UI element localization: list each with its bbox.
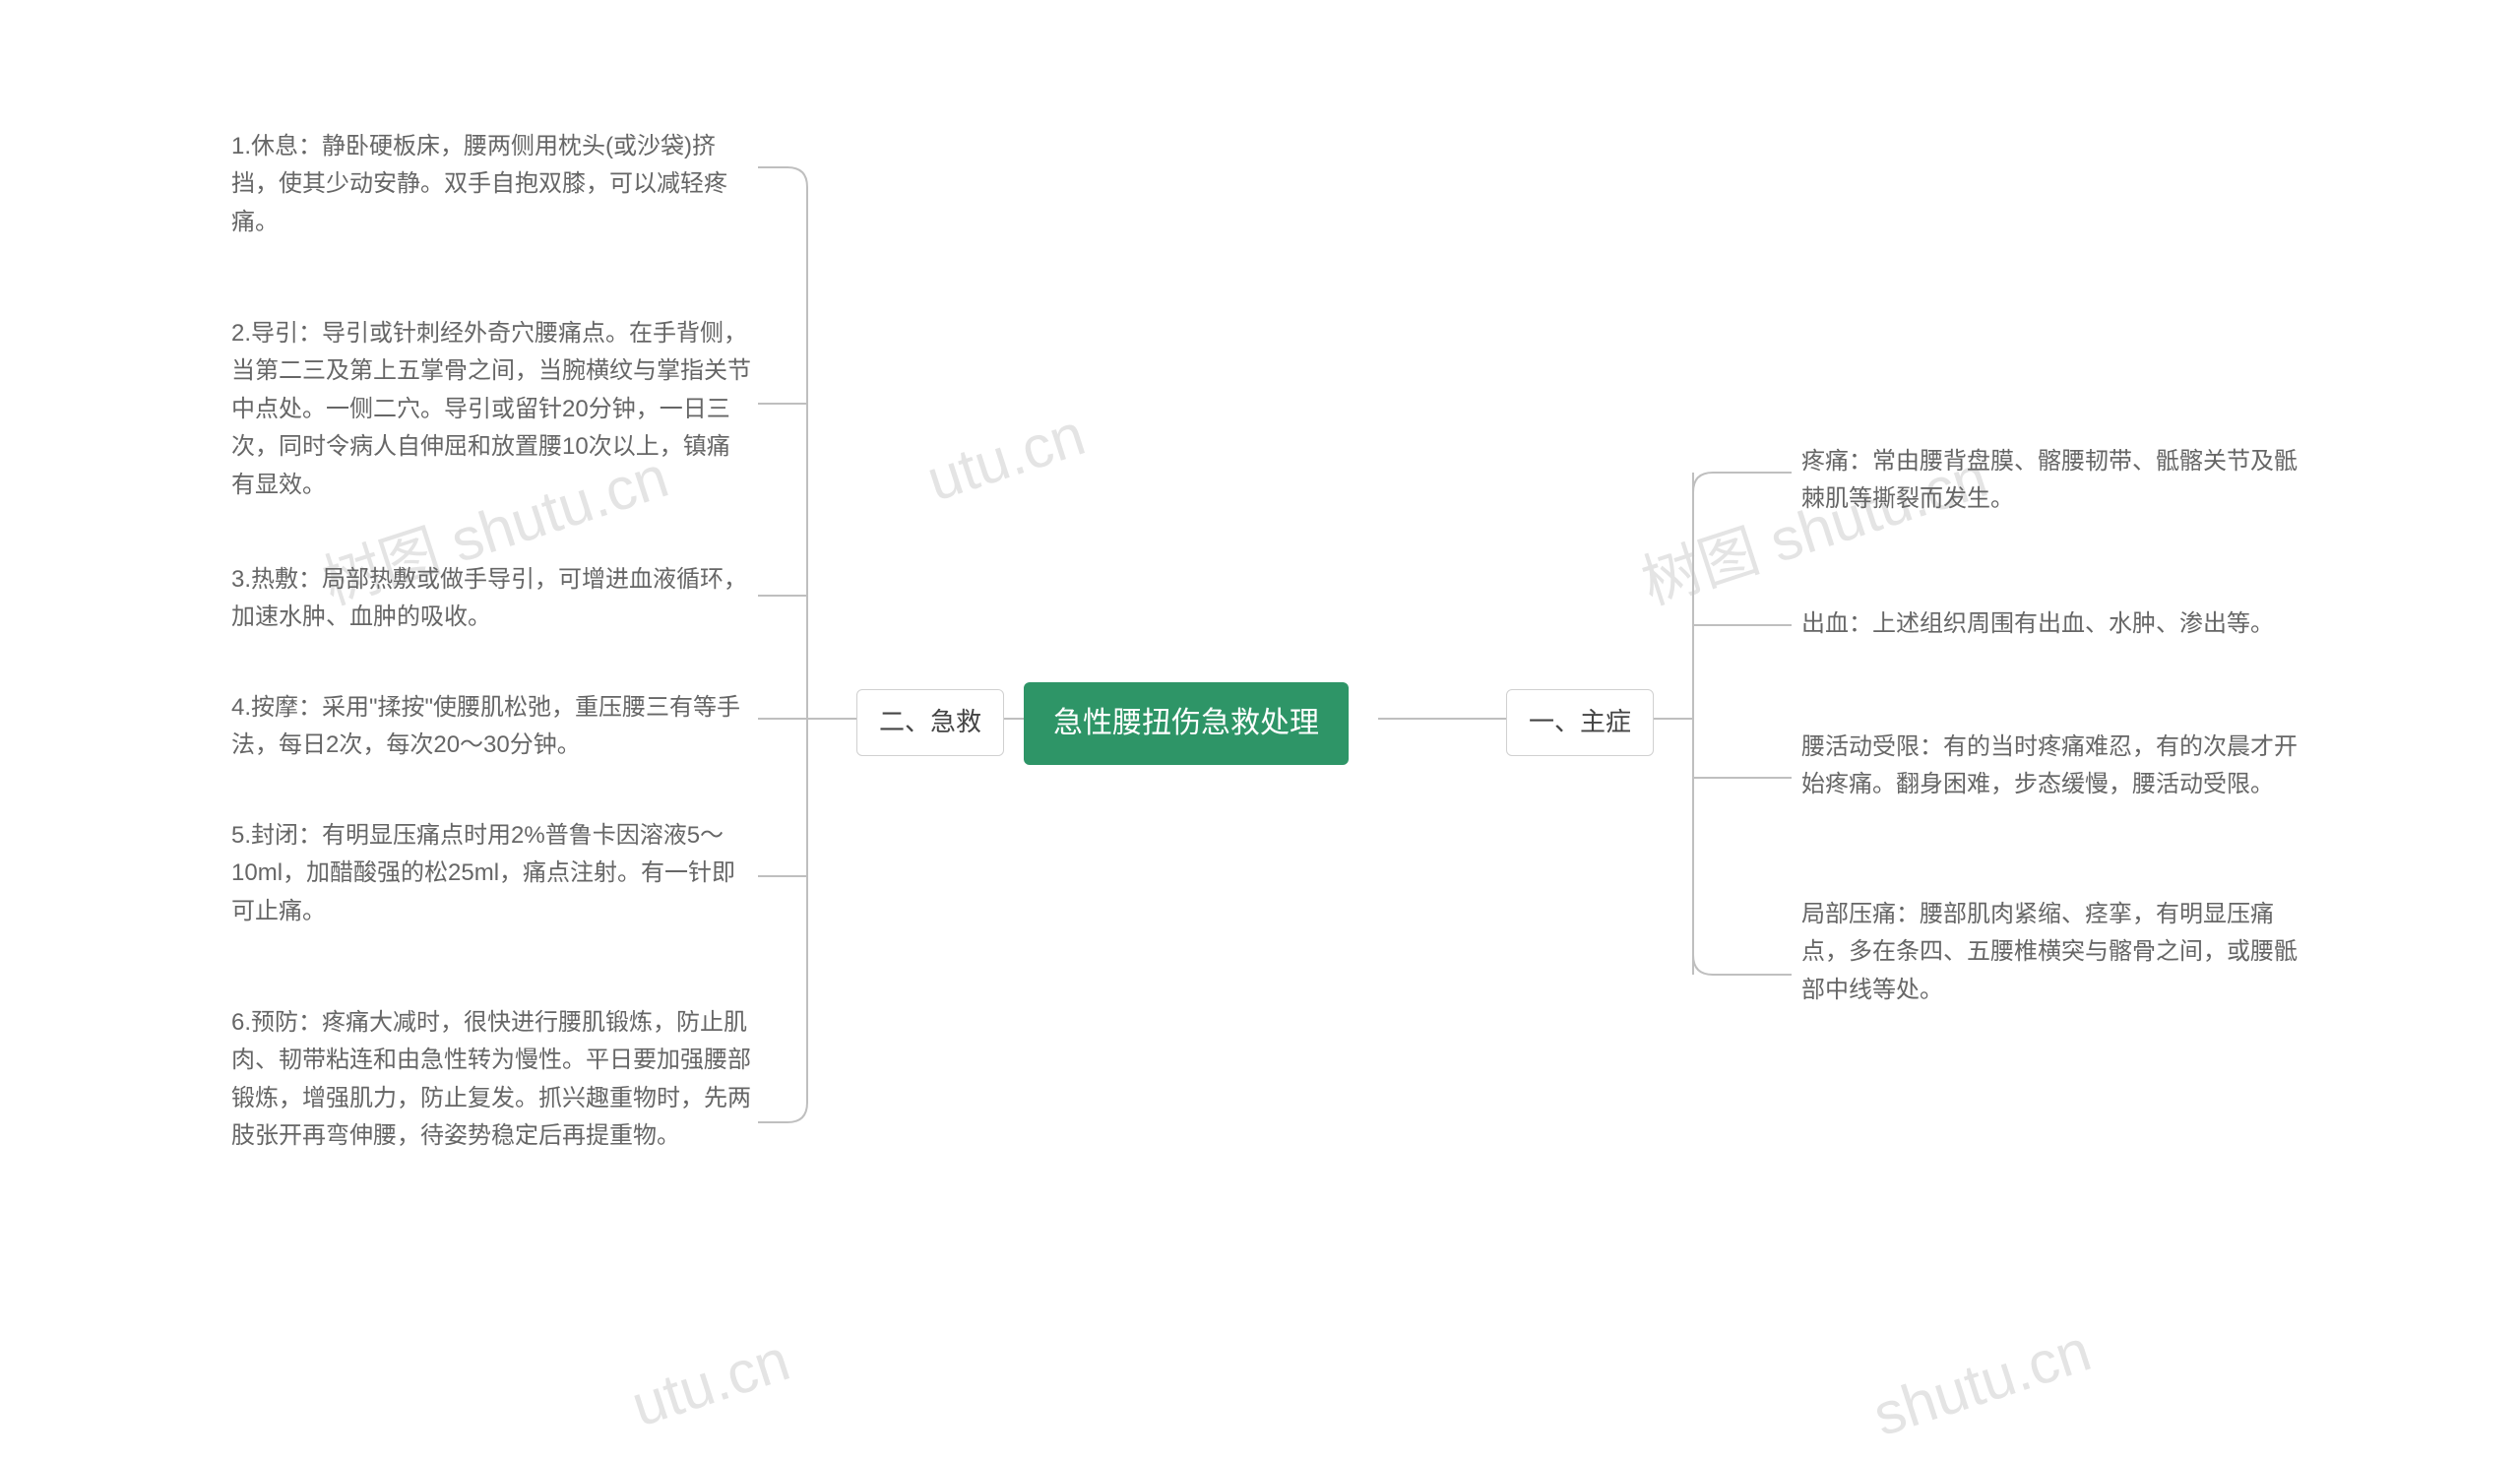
leaf-aid-2: 2.导引：导引或针刺经外奇穴腰痛点。在手背侧，当第二三及第上五掌骨之间，当腕横纹… (231, 315, 753, 504)
branch-first-aid[interactable]: 二、急救 (856, 689, 1004, 756)
leaf-aid-3: 3.热敷：局部热敷或做手导引，可增进血液循环，加速水肿、血肿的吸收。 (231, 561, 753, 637)
leaf-symptom-1: 疼痛：常由腰背盘膜、髂腰韧带、骶髂关节及骶棘肌等撕裂而发生。 (1801, 443, 2303, 519)
mindmap-root[interactable]: 急性腰扭伤急救处理 (1024, 682, 1349, 765)
leaf-symptom-2: 出血：上述组织周围有出血、水肿、渗出等。 (1801, 605, 2303, 643)
watermark: utu.cn (623, 1325, 797, 1439)
leaf-aid-6: 6.预防：疼痛大减时，很快进行腰肌锻炼，防止肌肉、韧带粘连和由急性转为慢性。平日… (231, 1004, 753, 1156)
leaf-aid-5: 5.封闭：有明显压痛点时用2%普鲁卡因溶液5～10ml，加醋酸强的松25ml，痛… (231, 817, 753, 930)
leaf-aid-4: 4.按摩：采用"揉按"使腰肌松弛，重压腰三有等手法，每日2次，每次20～30分钟… (231, 689, 753, 765)
leaf-symptom-3: 腰活动受限：有的当时疼痛难忍，有的次晨才开始疼痛。翻身困难，步态缓慢，腰活动受限… (1801, 729, 2303, 804)
watermark: utu.cn (918, 400, 1093, 514)
watermark: shutu.cn (1865, 1316, 2099, 1450)
branch-symptoms[interactable]: 一、主症 (1506, 689, 1654, 756)
leaf-symptom-4: 局部压痛：腰部肌肉紧缩、痉挛，有明显压痛点，多在条四、五腰椎横突与髂骨之间，或腰… (1801, 896, 2303, 1009)
leaf-aid-1: 1.休息：静卧硬板床，腰两侧用枕头(或沙袋)挤挡，使其少动安静。双手自抱双膝，可… (231, 128, 753, 241)
